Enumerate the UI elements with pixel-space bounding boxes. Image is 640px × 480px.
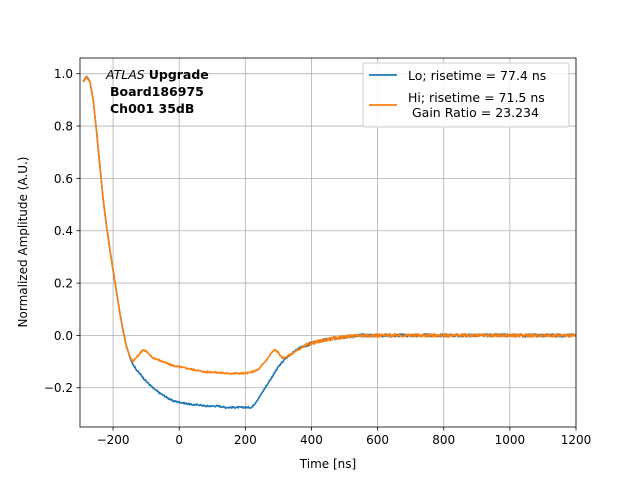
x-tick-label: 400 — [300, 433, 323, 447]
x-tick-label: 0 — [175, 433, 183, 447]
x-tick-label: 800 — [432, 433, 455, 447]
plot-frame — [79, 57, 577, 428]
legend-label-lo: Lo; risetime = 77.4 ns — [408, 68, 546, 83]
annotation-board: Board186975 — [110, 84, 204, 99]
x-tick-label: 200 — [234, 433, 257, 447]
series-line-hi — [82, 75, 576, 375]
y-tick-label: 0.8 — [54, 120, 73, 134]
y-axis-ticks: −0.2 0.0 0.2 0.4 0.6 0.8 1.0 — [44, 67, 80, 395]
x-tick-label: 1000 — [495, 433, 526, 447]
series-lines — [82, 75, 576, 409]
legend-label-hi-line: Gain Ratio = 23.234 — [408, 105, 539, 120]
annotation-upgrade: Upgrade — [149, 67, 209, 82]
y-tick-label: 0.0 — [54, 329, 73, 343]
y-tick-label: 0.2 — [54, 277, 73, 291]
atlas-annotation: ATLAS Upgrade Board186975 Ch001 35dB — [105, 67, 209, 116]
x-axis-ticks: −200 0 200 400 600 800 1000 1200 — [97, 427, 592, 447]
x-tick-label: 1200 — [561, 433, 592, 447]
legend-box — [362, 62, 570, 128]
y-axis-label: Normalized Amplitude (A.U.) — [16, 157, 30, 328]
legend-label-hi-line: Hi; risetime = 71.5 ns — [408, 90, 545, 105]
x-tick-label: −200 — [97, 433, 130, 447]
y-tick-label: −0.2 — [44, 381, 73, 395]
y-tick-label: 1.0 — [54, 67, 73, 81]
annotation-line-1: ATLAS Upgrade — [105, 67, 209, 82]
x-tick-label: 600 — [366, 433, 389, 447]
legend-label-hi: Hi; risetime = 71.5 ns Gain Ratio = 23.2… — [408, 90, 545, 120]
x-axis-label: Time [ns] — [299, 457, 356, 471]
y-tick-label: 0.4 — [54, 224, 73, 238]
legend: Lo; risetime = 77.4 ns Hi; risetime = 71… — [362, 62, 570, 128]
y-tick-label: 0.6 — [54, 172, 73, 186]
annotation-channel: Ch001 35dB — [110, 101, 194, 116]
annotation-atlas: ATLAS — [105, 67, 145, 82]
